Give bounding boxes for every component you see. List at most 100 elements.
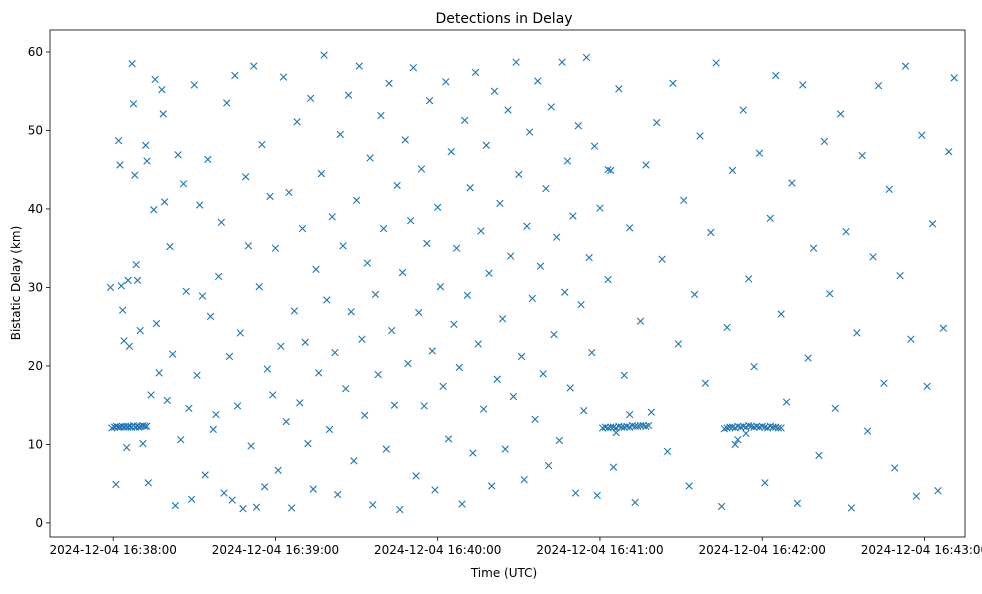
data-point — [680, 196, 688, 204]
data-point — [493, 375, 501, 383]
y-axis: 0 10 20 30 40 50 60 — [28, 45, 50, 530]
data-point — [639, 421, 647, 430]
data-point — [396, 505, 404, 514]
data-point — [118, 306, 127, 314]
data-point — [158, 85, 166, 94]
data-point — [723, 323, 731, 332]
data-point — [293, 118, 301, 126]
data-point — [269, 391, 277, 399]
x-tick-label: 2024-12-04 16:38:00 — [49, 543, 176, 557]
data-point — [466, 184, 474, 192]
data-point — [444, 435, 453, 443]
data-point — [428, 347, 436, 355]
data-point — [401, 136, 409, 144]
data-point — [129, 100, 138, 108]
data-point — [252, 503, 261, 511]
data-point — [799, 81, 807, 89]
data-point — [509, 392, 518, 401]
data-point — [488, 482, 496, 490]
data-point — [352, 196, 361, 204]
data-point — [285, 188, 293, 197]
data-point — [517, 352, 526, 361]
data-point — [596, 204, 604, 212]
data-point — [753, 422, 761, 431]
data-point — [891, 464, 899, 472]
data-point — [934, 487, 942, 495]
data-point — [198, 292, 207, 300]
data-point — [117, 282, 125, 290]
data-point — [561, 288, 569, 296]
data-point — [377, 111, 385, 120]
data-point — [772, 71, 780, 80]
data-point — [371, 290, 380, 299]
data-point — [147, 391, 155, 399]
data-point — [853, 329, 861, 337]
data-point — [244, 242, 253, 250]
data-point — [885, 185, 893, 194]
data-point — [144, 479, 153, 487]
data-point — [636, 317, 645, 325]
data-point — [658, 255, 666, 263]
data-point — [312, 265, 320, 274]
data-point — [315, 369, 323, 377]
data-point — [479, 405, 488, 413]
data-point — [136, 326, 144, 335]
data-point — [455, 363, 464, 372]
data-point — [263, 365, 272, 373]
data-point — [536, 262, 545, 270]
data-point — [577, 301, 585, 309]
data-point — [333, 490, 342, 499]
data-point — [277, 342, 285, 350]
data-point — [701, 379, 710, 387]
data-point — [774, 424, 783, 432]
data-point — [939, 324, 948, 332]
data-point — [918, 131, 926, 139]
data-point — [598, 424, 607, 432]
data-point — [201, 471, 209, 479]
x-axis: 2024-12-04 16:38:00 2024-12-04 16:39:00 20… — [49, 537, 982, 557]
data-point — [150, 206, 158, 214]
data-point — [124, 276, 132, 285]
data-point — [279, 73, 288, 81]
data-point — [471, 68, 480, 77]
data-point — [950, 74, 958, 82]
data-point — [874, 82, 883, 90]
data-point — [423, 239, 431, 248]
data-point — [233, 402, 242, 410]
data-point — [306, 94, 315, 102]
data-point — [836, 110, 845, 118]
data-point — [404, 359, 412, 368]
data-point — [214, 272, 223, 281]
data-point — [612, 428, 620, 437]
data-point — [425, 96, 434, 105]
data-point — [644, 421, 653, 430]
data-point — [271, 244, 280, 252]
data-point — [923, 382, 931, 391]
data-point — [163, 396, 171, 405]
data-point — [358, 335, 366, 343]
data-point — [758, 422, 766, 431]
data-point — [274, 466, 282, 474]
data-point — [534, 77, 542, 85]
data-point — [141, 141, 150, 150]
data-point — [290, 307, 299, 315]
data-point — [515, 170, 523, 179]
x-tick-label: 2024-12-04 16:43:00 — [861, 543, 982, 557]
data-point — [566, 384, 574, 392]
chart-title: Detections in Delay — [435, 11, 572, 27]
data-point — [141, 422, 149, 431]
data-point — [842, 228, 850, 236]
data-point — [744, 275, 753, 283]
data-point — [685, 482, 693, 490]
data-point — [442, 78, 450, 86]
data-point — [347, 308, 355, 316]
data-point — [415, 308, 423, 317]
data-point — [653, 118, 661, 127]
data-point — [379, 224, 388, 233]
data-point — [558, 58, 566, 66]
data-point — [304, 439, 312, 448]
data-point — [477, 227, 485, 235]
data-point — [804, 354, 812, 362]
y-tick-label: 40 — [28, 202, 43, 216]
